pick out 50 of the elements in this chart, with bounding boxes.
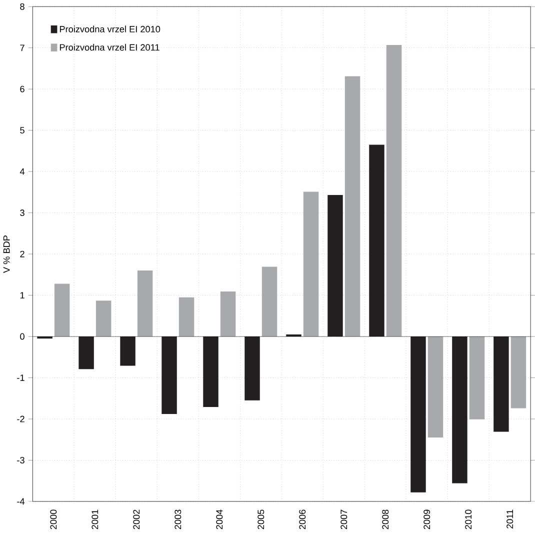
x-tick-label: 2007 <box>340 510 348 530</box>
y-tick-label: -2 <box>17 416 24 422</box>
bar <box>328 195 343 337</box>
y-tick-label: -1 <box>17 374 24 381</box>
legend-label: Proizvodna vrzel EI 2011 <box>60 44 160 51</box>
bar <box>369 144 384 337</box>
x-tick-label: 2002 <box>133 510 140 530</box>
x-tick-label: 2011 <box>506 510 514 528</box>
bar <box>203 336 218 408</box>
bar <box>494 336 509 432</box>
x-tick-label: 2005 <box>258 510 264 530</box>
y-tick-label: 3 <box>20 210 24 216</box>
y-tick-label: 7 <box>20 44 24 51</box>
bar <box>178 297 194 337</box>
bar <box>262 266 278 337</box>
y-tick-label: 1 <box>20 292 24 298</box>
y-tick-label: -3 <box>17 456 24 464</box>
bar <box>344 76 360 337</box>
y-tick-label: 0 <box>20 333 24 340</box>
legend-label: Proizvodna vrzel EI 2010 <box>60 26 160 32</box>
x-tick-label: 2008 <box>382 510 389 530</box>
bar <box>96 300 112 337</box>
y-tick-label: -4 <box>17 498 25 505</box>
bar <box>220 292 236 337</box>
bar <box>469 336 485 420</box>
bar <box>78 336 94 370</box>
bar <box>410 336 426 492</box>
x-tick-label: 2003 <box>174 510 182 530</box>
x-tick-label: 2006 <box>299 510 306 530</box>
bar <box>244 336 260 400</box>
bar <box>510 336 526 408</box>
bar <box>54 284 70 337</box>
bar <box>137 270 153 337</box>
bar <box>162 336 177 414</box>
y-tick-label: 2 <box>20 250 24 258</box>
bar <box>452 336 468 484</box>
x-tick-label: 2004 <box>216 510 223 530</box>
y-tick-label: 5 <box>20 127 24 134</box>
bar <box>386 44 402 337</box>
bar <box>120 336 136 366</box>
x-tick-label: 2010 <box>465 510 472 530</box>
y-axis-title: V % BDP <box>3 236 10 273</box>
y-tick-label: 8 <box>20 3 24 10</box>
bar <box>428 336 444 438</box>
x-tick-label: 2001 <box>92 510 98 530</box>
bar <box>303 192 319 337</box>
y-tick-label: 4 <box>20 168 25 175</box>
x-tick-label: 2000 <box>50 510 57 530</box>
y-tick-label: 6 <box>20 86 24 92</box>
x-tick-label: 2009 <box>424 510 430 530</box>
